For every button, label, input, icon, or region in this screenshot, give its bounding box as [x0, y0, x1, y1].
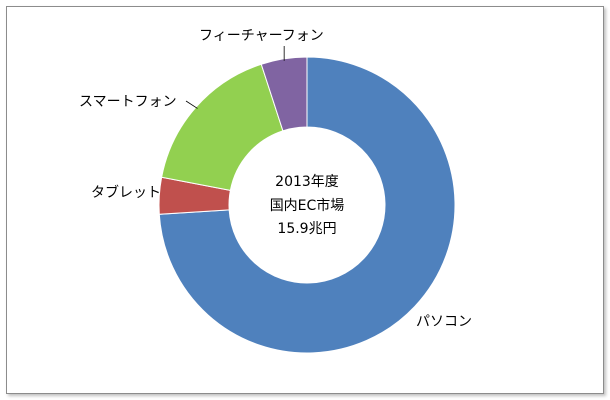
- slice-label-featurephone: フィーチャーフォン: [199, 28, 324, 44]
- slice-pasokon: [158, 56, 456, 354]
- slice-label-tablet: タブレット: [91, 184, 161, 201]
- slice-smartphone: [161, 63, 284, 191]
- slice-label-pasokon: パソコン: [416, 314, 472, 330]
- slices-group: [158, 56, 456, 354]
- leader-lines-group: [185, 46, 285, 109]
- slice-label-smartphone: スマートフォン: [79, 94, 177, 110]
- center-text-market: 国内EC市場: [270, 197, 345, 214]
- center-text-year: 2013年度: [275, 174, 339, 190]
- leader-line-smartphone: [185, 100, 198, 109]
- center-text-size: 15.9兆円: [277, 221, 336, 237]
- slice-featurephone: [260, 56, 308, 132]
